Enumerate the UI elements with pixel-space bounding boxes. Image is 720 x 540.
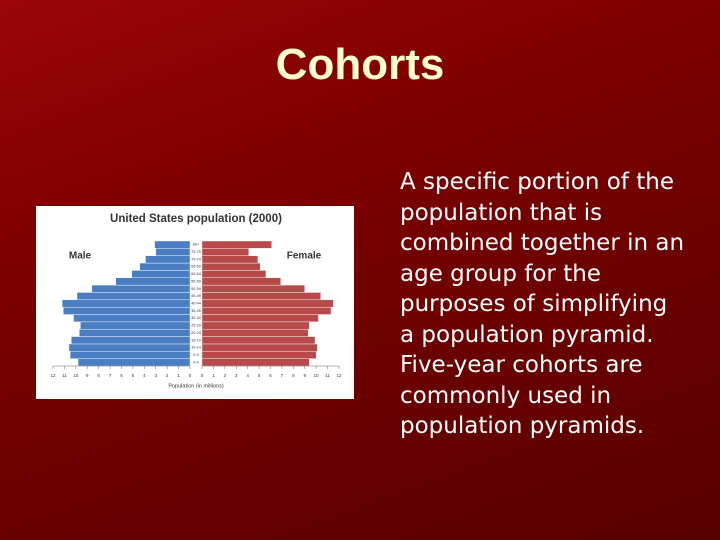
x-tick-label: 4 xyxy=(143,373,146,378)
age-label: 50-54 xyxy=(191,287,201,291)
x-tick-label: 10 xyxy=(73,373,79,378)
bar xyxy=(139,262,191,271)
age-label: 25-29 xyxy=(191,324,201,328)
bar xyxy=(73,314,191,323)
x-tick-label: 2 xyxy=(224,373,227,378)
bar xyxy=(71,336,191,345)
bar xyxy=(201,255,259,264)
age-label: 10-14 xyxy=(191,346,201,350)
age-label: 70-74 xyxy=(191,257,201,261)
bar xyxy=(201,306,332,315)
bar xyxy=(69,351,191,359)
bar xyxy=(201,299,334,308)
age-label: 80+ xyxy=(193,243,200,247)
bar xyxy=(201,262,261,271)
chart: United States population (2000) Populati… xyxy=(36,206,354,399)
x-tick-label: 0 xyxy=(201,373,204,378)
x-tick-label: 9 xyxy=(303,373,306,378)
x-tick-label: 5 xyxy=(132,373,135,378)
bar xyxy=(201,329,309,337)
age-label: 75-79 xyxy=(191,250,201,254)
bar xyxy=(201,336,316,345)
x-tick-label: 9 xyxy=(86,373,89,378)
bar xyxy=(201,358,310,367)
x-tick-label: 2 xyxy=(166,373,169,378)
age-label: 65-69 xyxy=(191,265,201,269)
x-tick-label: 10 xyxy=(314,373,320,378)
age-label: 55-59 xyxy=(191,279,201,283)
x-tick-label: 11 xyxy=(325,373,330,378)
bar xyxy=(201,343,318,352)
age-label: 35-39 xyxy=(191,309,201,313)
bar xyxy=(201,248,250,256)
bar xyxy=(201,270,267,278)
bar xyxy=(201,240,272,249)
bar xyxy=(79,329,191,337)
body-text: A specific portion of the population tha… xyxy=(400,169,685,439)
bar xyxy=(131,270,191,278)
age-label: 40-44 xyxy=(191,302,201,306)
bar xyxy=(154,240,191,249)
x-tick-label: 0 xyxy=(189,373,192,378)
bar xyxy=(115,277,191,286)
x-tick-label: 7 xyxy=(109,373,112,378)
bar xyxy=(61,299,191,308)
x-tick-label: 5 xyxy=(258,373,261,378)
age-label: 0-4 xyxy=(193,360,199,364)
legend-label: Female xyxy=(287,251,322,262)
legend-label: Male xyxy=(69,251,92,262)
x-tick-label: 11 xyxy=(62,373,67,378)
bar xyxy=(201,314,319,323)
bar xyxy=(68,343,191,352)
chart-title: United States population (2000) xyxy=(110,213,282,225)
x-tick-label: 1 xyxy=(212,373,215,378)
x-axis-label: Population (in millions) xyxy=(168,383,223,389)
x-tick-label: 7 xyxy=(281,373,284,378)
bar xyxy=(201,284,305,293)
bar xyxy=(63,306,191,315)
age-label: 15-19 xyxy=(191,338,201,342)
bar xyxy=(91,284,191,293)
x-tick-label: 12 xyxy=(336,373,342,378)
bar xyxy=(77,358,191,367)
bar xyxy=(201,277,281,286)
slide-title: Cohorts xyxy=(275,40,445,89)
bar xyxy=(155,248,191,256)
x-tick-label: 12 xyxy=(50,373,56,378)
age-label: 5-9 xyxy=(193,353,199,357)
x-tick-label: 1 xyxy=(177,373,180,378)
x-tick-label: 4 xyxy=(246,373,249,378)
bar xyxy=(76,292,191,301)
x-tick-label: 3 xyxy=(235,373,238,378)
bar xyxy=(201,292,321,301)
age-label: 20-24 xyxy=(191,331,201,335)
bar xyxy=(201,351,317,359)
x-tick-label: 3 xyxy=(154,373,157,378)
age-label: 60-64 xyxy=(191,272,201,276)
x-tick-label: 6 xyxy=(269,373,272,378)
bar xyxy=(145,255,191,264)
bar xyxy=(201,321,310,330)
bar xyxy=(80,321,191,330)
x-tick-label: 6 xyxy=(120,373,123,378)
x-tick-label: 8 xyxy=(97,373,100,378)
age-label: 45-49 xyxy=(191,294,201,298)
age-label: 30-34 xyxy=(191,316,201,320)
x-tick-label: 8 xyxy=(292,373,295,378)
